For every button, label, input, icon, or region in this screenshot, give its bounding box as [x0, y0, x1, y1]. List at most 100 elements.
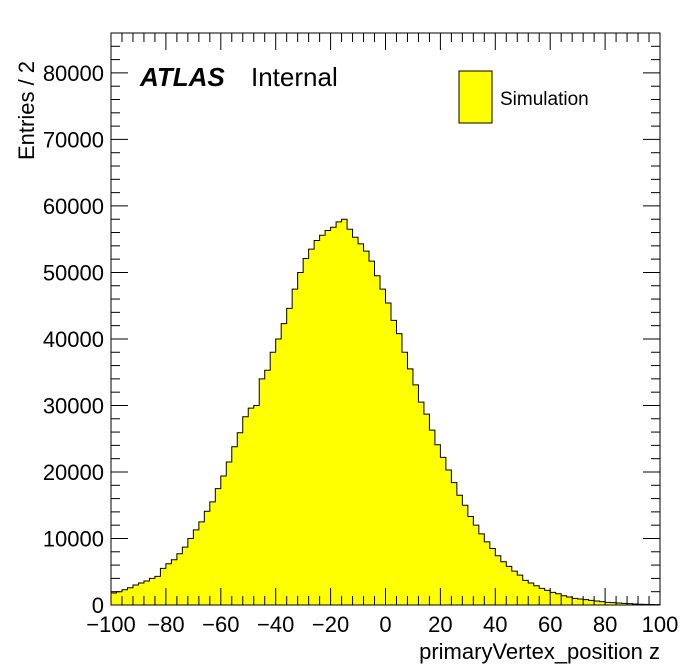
- histogram-bin: [336, 221, 343, 606]
- y-tick-label: 50000: [43, 260, 104, 285]
- histogram-bin: [116, 591, 123, 605]
- histogram-bin: [616, 603, 623, 605]
- y-tick-label: 70000: [43, 127, 104, 152]
- histogram-bin: [132, 585, 139, 605]
- x-tick-label: 0: [379, 612, 391, 637]
- histogram-bin: [297, 272, 304, 605]
- x-tick-label: −20: [312, 612, 349, 637]
- histogram-bin: [473, 525, 480, 605]
- histogram-bin: [561, 595, 568, 605]
- internal-text: Internal: [251, 62, 338, 92]
- histogram-bin: [462, 505, 469, 605]
- histogram-bin: [544, 590, 551, 605]
- histogram-bin: [325, 230, 332, 605]
- histogram-bin: [610, 602, 617, 605]
- histogram-bin: [149, 578, 156, 605]
- histogram-bin: [171, 559, 178, 605]
- y-tick-label: 0: [92, 593, 104, 618]
- histogram-bin: [467, 516, 474, 605]
- histogram-bin: [143, 581, 150, 605]
- histogram-bin: [369, 261, 376, 605]
- y-tick-label: 80000: [43, 61, 104, 86]
- legend-label-simulation: Simulation: [500, 89, 589, 110]
- x-tick-label: −100: [86, 612, 136, 637]
- histogram-bin: [341, 219, 348, 606]
- histogram-bin: [594, 601, 601, 605]
- histogram-bin: [484, 541, 491, 605]
- histogram-bin: [412, 384, 419, 605]
- histogram-bin: [270, 352, 277, 605]
- histogram-bin: [187, 538, 194, 605]
- atlas-text: ATLAS: [139, 62, 225, 92]
- histogram-bin: [588, 600, 595, 605]
- histogram-bin: [605, 602, 612, 605]
- x-tick-label: 60: [538, 612, 562, 637]
- histogram-bin: [374, 275, 381, 605]
- histogram-bin: [314, 240, 321, 605]
- histogram-outline: [110, 218, 661, 606]
- histogram-bin: [555, 593, 562, 605]
- histogram-bin: [193, 529, 200, 605]
- legend: Simulation: [458, 70, 589, 124]
- histogram-bin: [226, 462, 233, 605]
- histogram-bin: [160, 568, 167, 605]
- histogram-bin: [440, 457, 447, 605]
- histogram-bin: [330, 227, 337, 605]
- histogram-bin: [511, 571, 518, 605]
- histogram-bin: [286, 308, 293, 605]
- y-axis-title: Entries / 2: [14, 61, 39, 160]
- histogram-bin: [434, 444, 441, 605]
- y-tick-label: 10000: [43, 526, 104, 551]
- x-tick-label: −40: [257, 612, 294, 637]
- histogram-bin: [380, 289, 386, 605]
- histogram-bin: [456, 495, 463, 605]
- histogram-bin: [539, 588, 546, 605]
- y-tick-labels: 0 10000 20000 30000 40000 50000 60000 70000 8000…: [43, 61, 104, 618]
- histogram-bin: [445, 469, 452, 605]
- histogram-bin: [237, 432, 244, 605]
- histogram-bin: [198, 521, 205, 605]
- histogram-bin: [220, 475, 227, 605]
- histogram-bin: [281, 323, 288, 605]
- histogram-bin: [418, 402, 425, 605]
- x-tick-labels: −100 −80 −60 −40 −20 0 20 40 60 80 100: [86, 612, 678, 637]
- x-tick-label: −80: [147, 612, 184, 637]
- histogram-bin: [127, 587, 134, 605]
- histogram-bin: [264, 370, 271, 605]
- histogram-bin: [165, 563, 172, 605]
- histogram-bin: [308, 249, 315, 606]
- histogram-bin: [401, 352, 408, 605]
- histogram-bin: [621, 603, 628, 605]
- histogram-bin: [121, 589, 128, 605]
- histogram-bin: [231, 446, 238, 605]
- histogram-bin: [572, 598, 579, 605]
- histogram-bin: [358, 243, 365, 605]
- y-tick-label: 40000: [43, 327, 104, 352]
- histogram-bin: [550, 592, 557, 605]
- histogram-bin: [248, 408, 255, 605]
- histogram-bin: [111, 593, 117, 605]
- histogram-bin: [478, 533, 485, 605]
- histogram-bin: [627, 603, 634, 605]
- histogram-bin: [303, 258, 310, 605]
- x-axis-title: primaryVertex_position z: [419, 639, 660, 664]
- x-tick-label: −60: [202, 612, 239, 637]
- histogram-bin: [259, 378, 266, 605]
- histogram-bin: [292, 289, 299, 605]
- histogram-bin: [451, 482, 458, 605]
- histogram-bin: [242, 416, 249, 605]
- x-tick-label: 80: [593, 612, 617, 637]
- histogram-bin: [489, 548, 496, 605]
- y-tick-label: 20000: [43, 460, 104, 485]
- histogram-bin: [429, 430, 436, 605]
- histogram-bin: [390, 320, 397, 605]
- histogram-bin: [500, 561, 507, 605]
- histogram-bin: [423, 414, 430, 605]
- histogram-bin: [599, 601, 606, 605]
- x-tick-label: 100: [642, 612, 679, 637]
- y-tick-label: 60000: [43, 194, 104, 219]
- histogram-bin: [577, 599, 584, 605]
- histogram-bin: [215, 488, 222, 605]
- histogram-bin: [522, 580, 529, 605]
- histogram-bin: [385, 303, 392, 605]
